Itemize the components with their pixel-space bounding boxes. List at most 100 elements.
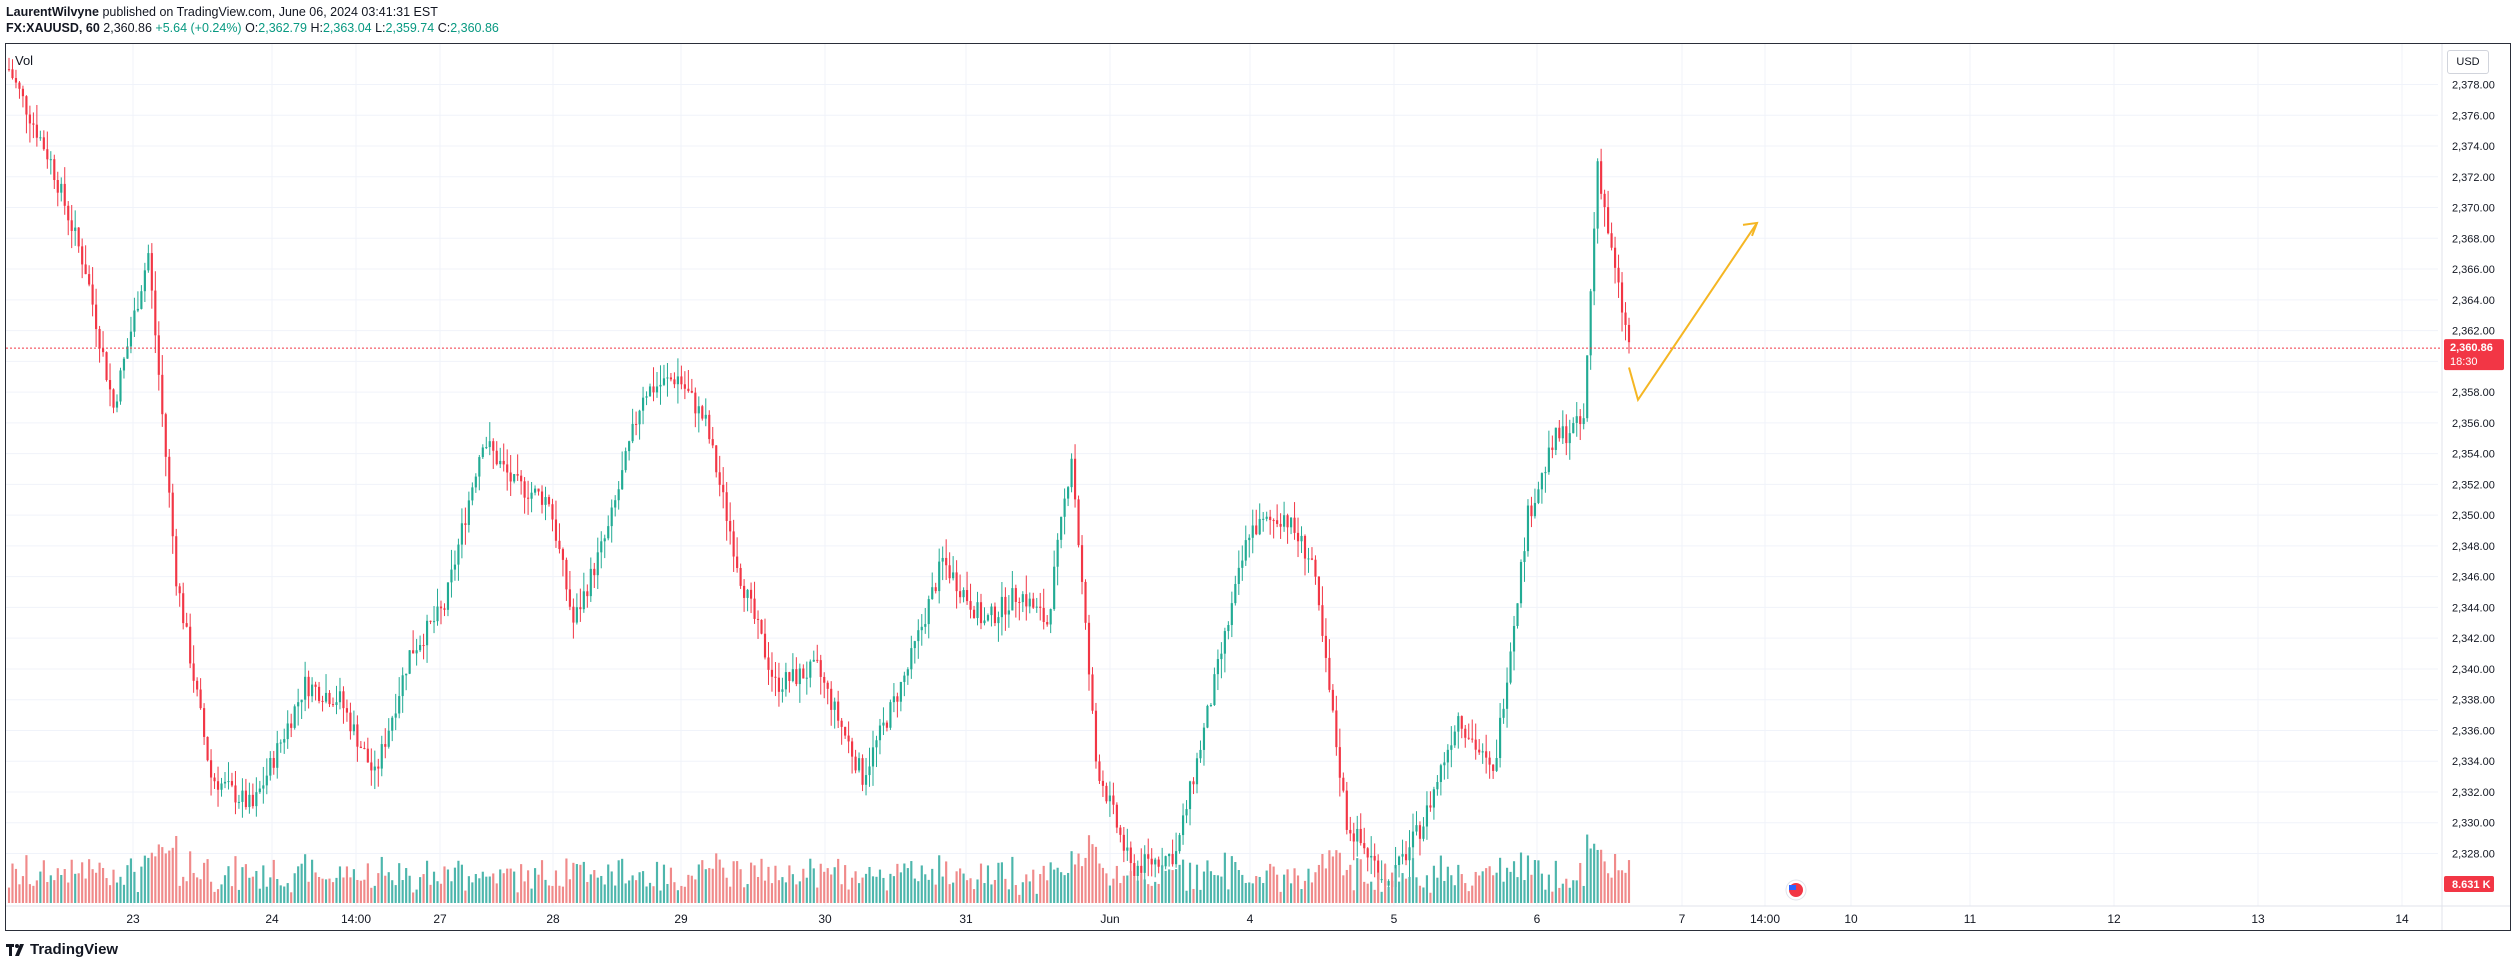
candle: [614, 500, 617, 508]
candle: [809, 661, 812, 678]
volume-bar: [579, 864, 582, 903]
volume-bar: [1303, 880, 1307, 903]
candle: [931, 587, 934, 600]
volume-bar: [1495, 872, 1498, 903]
candle: [248, 794, 251, 808]
volume-bar: [701, 860, 704, 903]
volume-bar: [425, 860, 429, 903]
volume-bar: [1035, 893, 1038, 903]
candle: [1053, 566, 1056, 610]
volume-bar: [655, 861, 659, 903]
volume-bar: [279, 885, 282, 903]
candle: [945, 557, 948, 566]
candle: [1105, 785, 1108, 802]
volume-bar: [60, 874, 63, 903]
x-tick-label: 11: [1964, 912, 1977, 926]
volume-bar: [1161, 865, 1164, 903]
candle: [840, 720, 843, 727]
candle: [1070, 458, 1073, 488]
candle: [763, 633, 767, 658]
candle: [258, 788, 261, 793]
candle: [680, 376, 683, 385]
volume-bar: [1101, 867, 1105, 903]
candle: [1255, 525, 1258, 535]
volume-bar: [1168, 869, 1171, 903]
author-name[interactable]: LaurentWilvyne: [6, 5, 99, 19]
volume-bar: [1627, 860, 1631, 903]
volume-bar: [805, 877, 808, 903]
candle: [1530, 505, 1533, 517]
candle: [593, 568, 596, 576]
candle: [756, 618, 760, 620]
volume-bar: [269, 877, 272, 903]
volume-bar: [1181, 859, 1185, 903]
volume-bar: [1533, 860, 1537, 903]
volume-bar: [533, 868, 537, 903]
volume-bar: [216, 889, 220, 903]
volume-bar: [523, 881, 526, 903]
volume-bar: [1195, 864, 1199, 903]
volume-bar: [847, 889, 850, 903]
candle: [175, 536, 178, 587]
volume-bar: [370, 887, 373, 903]
candle: [331, 704, 335, 706]
candle: [568, 589, 571, 607]
candle: [969, 601, 972, 610]
volume-bar: [1014, 885, 1017, 903]
volume-bar: [1185, 890, 1188, 903]
candle: [1000, 596, 1003, 618]
candle: [882, 722, 885, 726]
candle: [979, 602, 983, 624]
candle: [506, 464, 509, 473]
candle: [990, 606, 993, 616]
candle: [1589, 291, 1592, 356]
volume-bar: [1418, 885, 1422, 903]
volume-bar: [1098, 863, 1101, 903]
volume-bar: [405, 868, 408, 903]
volume-bar: [394, 885, 397, 903]
volume-bar: [227, 866, 230, 903]
volume-bar: [547, 885, 551, 903]
volume-bar: [276, 879, 279, 903]
candle: [335, 702, 338, 705]
volume-bar: [798, 881, 801, 903]
volume-bar: [1610, 877, 1613, 903]
candle: [1453, 731, 1456, 746]
volume-bar: [84, 878, 87, 903]
volume-bar: [513, 871, 516, 903]
candle: [436, 606, 439, 622]
volume-bar: [91, 869, 94, 903]
candle: [1481, 751, 1484, 753]
candle: [154, 290, 157, 336]
candle: [412, 650, 415, 654]
candle: [676, 376, 679, 385]
candle: [624, 451, 627, 471]
volume-bar: [175, 835, 178, 903]
candle: [551, 504, 554, 520]
candle: [1537, 489, 1540, 503]
candle: [547, 497, 551, 505]
volume-bar: [387, 872, 390, 903]
volume-bar: [729, 886, 732, 903]
candle: [77, 227, 80, 247]
candle: [1248, 537, 1251, 541]
candle: [1418, 825, 1422, 839]
last-price: 2,360.86: [103, 21, 152, 35]
candle: [1359, 828, 1362, 844]
volume-bar: [1519, 852, 1523, 903]
candle: [1157, 859, 1160, 867]
candle: [1283, 515, 1286, 527]
volume-bar: [1582, 885, 1585, 903]
candle: [251, 794, 254, 807]
chart-frame[interactable]: [5, 43, 2511, 931]
volume-bar: [164, 853, 167, 903]
candle: [42, 137, 45, 150]
candle: [300, 699, 303, 703]
volume-bar: [1289, 883, 1293, 903]
volume-bar: [1467, 891, 1470, 903]
currency-button[interactable]: USD: [2447, 50, 2489, 74]
x-tick-label: 24: [265, 912, 279, 926]
volume-bar: [1624, 872, 1627, 903]
volume-bar: [171, 847, 174, 903]
